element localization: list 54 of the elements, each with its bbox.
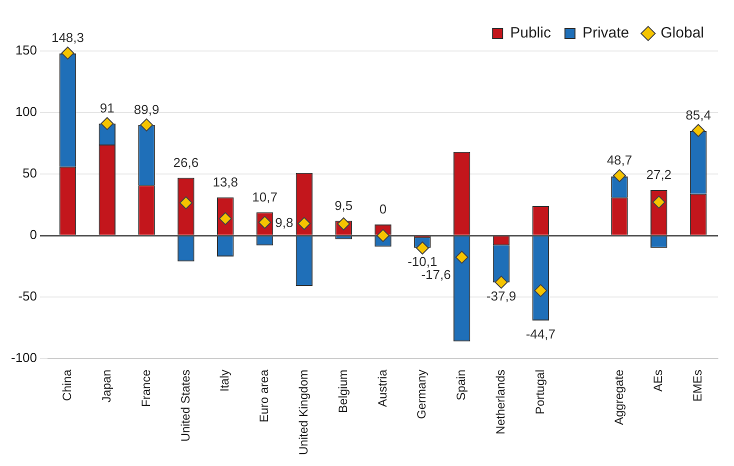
- point: [494, 276, 508, 289]
- data-label: 10,7: [252, 189, 278, 204]
- data-label: 85,4: [686, 108, 711, 123]
- data-label: 89,9: [134, 102, 160, 117]
- x-tick-label: Germany: [414, 370, 429, 419]
- y-tick-label: 0: [30, 227, 38, 242]
- x-tick-label: United Kingdom: [296, 370, 310, 456]
- point: [416, 242, 429, 254]
- x-tick-label: Portugal: [532, 370, 547, 414]
- legend-label: Public: [510, 24, 552, 42]
- data-label: -10,1: [408, 254, 438, 270]
- data-label: 148,3: [51, 30, 84, 46]
- point: [179, 196, 192, 210]
- data-label: -44,7: [526, 326, 556, 342]
- data-label: 9,8: [275, 215, 294, 230]
- legend-label: Global: [660, 24, 704, 42]
- data-label: 48,7: [606, 152, 632, 168]
- x-tick-label: Italy: [218, 370, 232, 392]
- x-tick-label: Spain: [454, 370, 468, 400]
- x-tick-label: United States: [178, 370, 192, 442]
- data-label: 0: [379, 202, 387, 217]
- point: [376, 229, 390, 242]
- data-label: -17,6: [421, 266, 451, 282]
- point: [534, 284, 548, 298]
- x-tick-label: Euro area: [257, 369, 272, 422]
- point: [652, 196, 666, 209]
- point: [298, 217, 311, 230]
- y-tick-label: -50: [18, 288, 38, 304]
- point: [692, 124, 705, 137]
- y-tick-label: 100: [15, 104, 38, 120]
- point: [100, 117, 114, 130]
- y-tick-label: -100: [10, 350, 38, 366]
- data-label: 26,6: [173, 154, 199, 170]
- data-label: 9,5: [334, 198, 353, 213]
- y-tick-label: 150: [15, 42, 38, 58]
- point: [612, 169, 626, 182]
- x-tick-label: Belgium: [336, 370, 350, 413]
- legend-label: Private: [582, 24, 630, 42]
- point: [455, 250, 468, 264]
- x-tick-label: Japan: [99, 370, 114, 402]
- data-label: 13,8: [212, 174, 238, 190]
- x-tick-label: AEs: [651, 370, 666, 392]
- x-tick-label: Aggregate: [612, 369, 626, 426]
- x-tick-label: EMEs: [690, 370, 705, 402]
- x-tick-label: China: [60, 369, 74, 401]
- data-label: 91: [100, 100, 114, 116]
- data-label: 27,2: [646, 167, 672, 182]
- x-tick-label: Austria: [375, 369, 390, 407]
- y-tick-label: 50: [22, 166, 38, 181]
- point: [61, 46, 74, 60]
- x-tick-label: France: [138, 369, 153, 407]
- point: [140, 118, 154, 132]
- x-tick-label: Netherlands: [494, 370, 508, 434]
- data-label: -37,9: [486, 288, 516, 304]
